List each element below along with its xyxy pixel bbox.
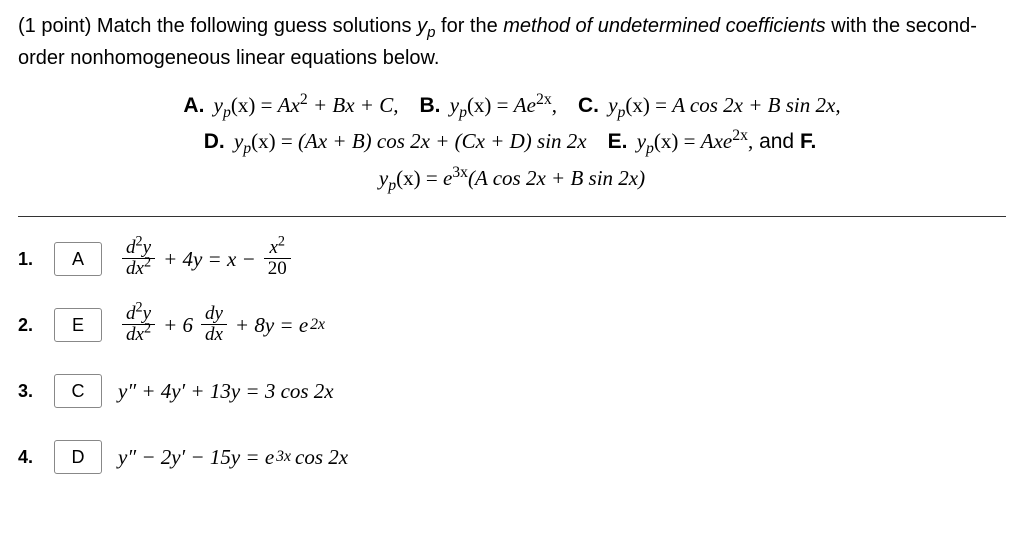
points-label: (1 point): [18, 15, 91, 37]
choice-a-label: A.: [183, 94, 204, 117]
choice-b-label: B.: [419, 94, 440, 117]
q4-number: 4.: [18, 444, 38, 470]
choice-e-label: E.: [608, 130, 628, 153]
choice-f-label: F.: [800, 130, 816, 153]
q1-answer-select[interactable]: A: [54, 242, 102, 276]
yp-var: y: [417, 15, 427, 37]
question-row-1: 1. A d2y dx2 + 4y = x − x2 20: [18, 231, 1006, 287]
q2-answer-select[interactable]: E: [54, 308, 102, 342]
q4-answer-select[interactable]: D: [54, 440, 102, 474]
q3-equation: y″ + 4y′ + 13y = 3 cos 2x: [118, 376, 334, 406]
divider: [18, 216, 1006, 217]
q3-answer-select[interactable]: C: [54, 374, 102, 408]
question-row-3: 3. C y″ + 4y′ + 13y = 3 cos 2x: [18, 363, 1006, 419]
q1-equation: d2y dx2 + 4y = x − x2 20: [118, 238, 295, 279]
choice-c-label: C.: [578, 94, 599, 117]
instruction-text: (1 point) Match the following guess solu…: [18, 12, 1006, 73]
choice-d-label: D.: [204, 130, 225, 153]
q1-number: 1.: [18, 246, 38, 272]
choices-block: A. yp(x) = Ax2 + Bx + C, B. yp(x) = Ae2x…: [18, 89, 1006, 198]
question-row-4: 4. D y″ − 2y′ − 15y = e3x cos 2x: [18, 429, 1006, 485]
q2-equation: d2y dx2 + 6 dy dx + 8y = e2x: [118, 304, 325, 345]
instruction-a: Match the following guess solutions: [91, 15, 417, 37]
q4-equation: y″ − 2y′ − 15y = e3x cos 2x: [118, 442, 348, 472]
q3-number: 3.: [18, 378, 38, 404]
q2-number: 2.: [18, 312, 38, 338]
instruction-b: for the: [435, 15, 503, 37]
method-name: method of undetermined coefficients: [503, 15, 825, 37]
question-row-2: 2. E d2y dx2 + 6 dy dx + 8y = e2x: [18, 297, 1006, 353]
